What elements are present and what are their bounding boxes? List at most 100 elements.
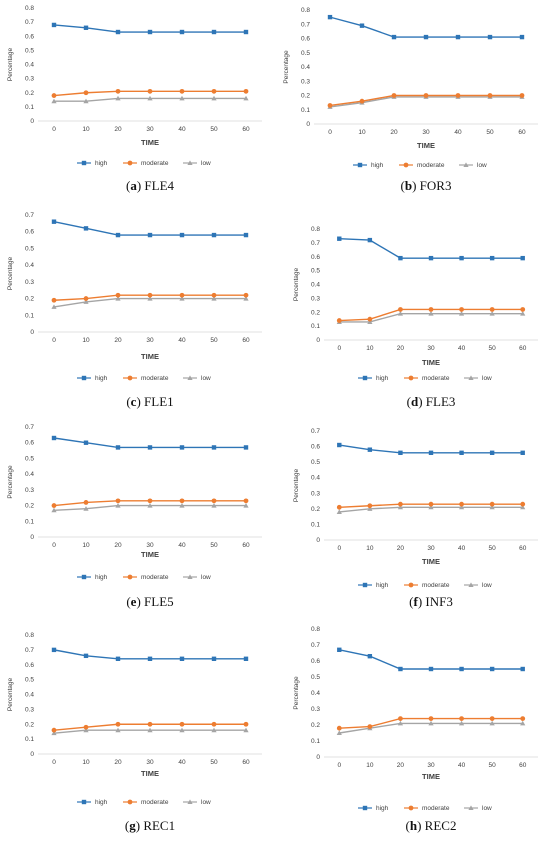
data-point [408,582,414,588]
x-tick-label: 20 [397,762,405,769]
data-point [359,98,365,104]
data-point [147,29,153,35]
data-point [489,720,495,726]
data-point [115,498,121,504]
y-tick-label: 0.8 [25,632,34,639]
y-tick-label: 0.3 [25,706,34,713]
data-point [115,232,121,238]
x-axis-title: TIME [422,772,440,781]
x-tick-label: 10 [366,545,374,552]
x-tick-label: 50 [486,129,494,136]
x-tick-label: 30 [146,337,154,344]
data-point [211,88,217,94]
data-point [83,296,89,301]
data-point [115,445,121,450]
y-tick-label: 0.3 [311,295,320,302]
y-tick-label: 0.5 [311,459,320,466]
y-tick-label: 0.4 [311,282,320,289]
data-point [83,506,89,511]
y-tick-label: 0.6 [311,254,320,261]
data-point [428,307,434,312]
y-tick-label: 0.6 [25,440,34,447]
y-tick-label: 0.7 [311,642,320,649]
x-tick-label: 40 [458,545,466,552]
legend-label: low [482,582,492,589]
y-tick-label: 0.3 [25,76,34,83]
legend-label: high [371,162,384,169]
y-tick-label: 0 [30,751,34,758]
data-point [115,292,121,298]
x-tick-label: 0 [328,129,332,136]
data-point [211,292,217,298]
chart-panel-e: 0 0.1 0.2 0.3 0.4 0.5 0.6 0.7 0 10 20 30 40 50 60 TIME P… [7,424,262,609]
data-point [459,716,464,721]
data-point [367,654,373,659]
data-point [147,498,153,504]
data-point [187,160,193,165]
series-low [336,720,526,735]
x-axis-title: TIME [422,358,440,367]
data-point [83,727,89,733]
y-tick-label: 0.5 [25,245,34,252]
data-point [179,445,185,450]
y-axis-title: Percentage [7,465,14,499]
data-point [81,160,87,166]
y-tick-label: 0.4 [311,475,320,482]
data-point [115,29,121,35]
data-point [51,93,57,98]
data-point [428,450,434,455]
series-moderate [336,307,526,323]
data-point [458,720,465,726]
data-point [115,656,121,661]
series-high [51,647,249,661]
x-tick-label: 40 [178,126,186,133]
legend-label: high [95,799,108,806]
series-line [329,16,522,38]
y-tick-label: 0.1 [311,521,320,528]
data-point [487,93,493,98]
panel-caption: (b) FOR3 [401,178,452,193]
x-tick-label: 10 [366,345,374,352]
y-tick-label: 0.7 [25,212,34,219]
data-point [243,502,249,508]
x-tick-label: 20 [114,542,122,549]
data-point [398,255,403,261]
y-tick-label: 0.7 [25,647,34,654]
data-point [243,727,249,733]
data-point [81,799,87,805]
data-point [187,574,193,579]
x-tick-label: 50 [489,545,497,552]
x-tick-label: 50 [210,126,218,133]
x-tick-label: 20 [114,337,122,344]
series-moderate [51,88,249,98]
y-axis-title: Percentage [7,677,14,711]
legend-label: high [95,375,108,382]
x-tick-label: 30 [427,345,435,352]
data-point [487,34,493,40]
data-point [468,582,474,587]
x-axis-title: TIME [141,352,159,361]
series-moderate [51,292,249,303]
x-tick-label: 30 [427,545,435,552]
x-tick-label: 50 [210,542,218,549]
y-tick-label: 0.2 [311,722,320,729]
data-point [428,255,434,261]
y-tick-label: 0.3 [25,279,34,286]
data-point [187,375,193,380]
data-point [243,498,249,504]
data-point [398,716,403,721]
y-axis-title: Percentage [293,468,300,502]
series-moderate [336,501,526,510]
series-high [51,435,249,450]
legend: high moderate low [358,375,492,382]
y-tick-label: 0.8 [301,7,310,14]
x-axis-title: TIME [141,550,159,559]
data-point [179,498,185,504]
data-point [468,375,474,380]
series-low [51,295,249,309]
panel-caption: (h) REC2 [406,818,457,833]
data-point [459,307,464,312]
y-tick-label: 0.2 [25,721,34,728]
data-point [428,311,434,316]
y-tick-label: 0.2 [25,503,34,510]
